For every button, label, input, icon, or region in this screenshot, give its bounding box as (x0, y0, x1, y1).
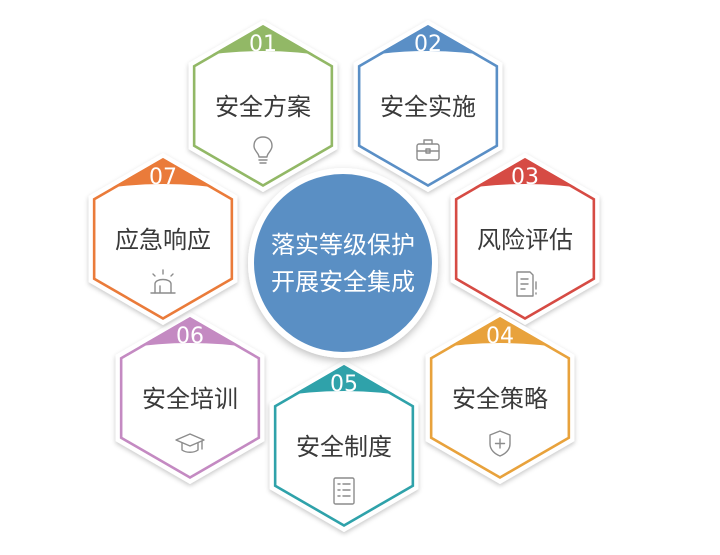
step-label: 风险评估 (477, 226, 573, 254)
hex-card-03: 03 风险评估 (450, 153, 600, 325)
step-number: 06 (176, 324, 204, 349)
hex-card-02: 02 安全实施 (353, 20, 503, 192)
step-number: 07 (149, 165, 177, 190)
hex-card-04: 04 安全策略 (425, 312, 575, 484)
center-title-line2: 开展安全集成 (271, 268, 415, 296)
hex-card-05: 05 安全制度 (269, 360, 419, 532)
hex-card-06: 06 安全培训 (115, 312, 265, 484)
step-number: 01 (249, 32, 277, 57)
alarm-siren-icon (150, 269, 176, 294)
lightbulb-icon (253, 136, 273, 164)
step-label: 安全培训 (142, 385, 238, 413)
step-number: 02 (414, 32, 442, 57)
toolbox-icon (416, 139, 440, 161)
shield-icon (489, 430, 511, 457)
document-alert-icon (516, 271, 537, 297)
step-number: 05 (330, 372, 358, 397)
step-label: 安全策略 (452, 385, 548, 413)
step-label: 应急响应 (115, 226, 211, 254)
center-title-line1: 落实等级保护 (271, 231, 415, 259)
center-circle: 落实等级保护 开展安全集成 (248, 168, 438, 358)
hex-card-07: 07 应急响应 (88, 153, 238, 325)
graduation-cap-icon (175, 433, 205, 453)
step-number: 04 (486, 324, 514, 349)
list-document-icon (333, 477, 355, 505)
step-label: 安全方案 (215, 93, 311, 121)
step-number: 03 (511, 165, 539, 190)
step-label: 安全实施 (380, 93, 476, 121)
step-label: 安全制度 (296, 433, 392, 461)
hex-card-01: 01 安全方案 (188, 20, 338, 192)
